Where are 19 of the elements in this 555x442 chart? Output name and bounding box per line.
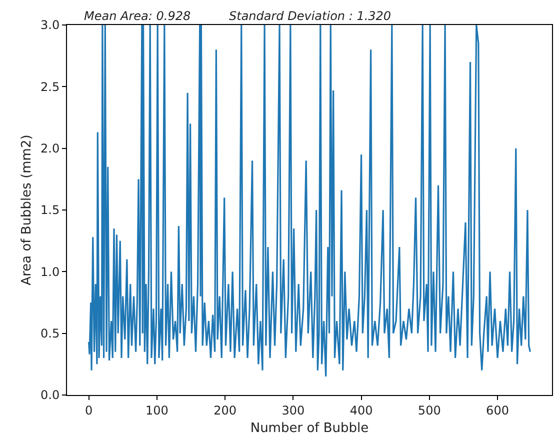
x-tick-label: 200 <box>214 403 236 418</box>
text: Mean Area: 0.928 <box>84 9 191 23</box>
x-axis-title: Number of Bubble <box>250 421 369 436</box>
line-series <box>88 25 531 378</box>
y-axis-title: Area of Bubbles (mm2) <box>19 134 34 286</box>
y-tick-label: 1.0 <box>40 264 60 279</box>
x-tick-label: 300 <box>282 403 305 418</box>
y-tick-label: 1.5 <box>40 203 60 218</box>
x-tick-label: 0 <box>84 403 93 418</box>
y-tick-label: 3.0 <box>40 18 60 32</box>
x-tick-label: 500 <box>418 403 441 418</box>
y-tick-label: 2.5 <box>40 80 60 94</box>
x-tick-label: 600 <box>486 403 509 418</box>
text: Standard Deviation : 1.320 <box>229 9 392 23</box>
y-tick-label: 0.0 <box>40 388 60 402</box>
y-tick-label: 2.0 <box>40 142 60 156</box>
x-tick-label: 400 <box>350 403 373 418</box>
y-tick-label: 0.5 <box>40 326 60 341</box>
x-tick-label: 100 <box>145 403 168 418</box>
